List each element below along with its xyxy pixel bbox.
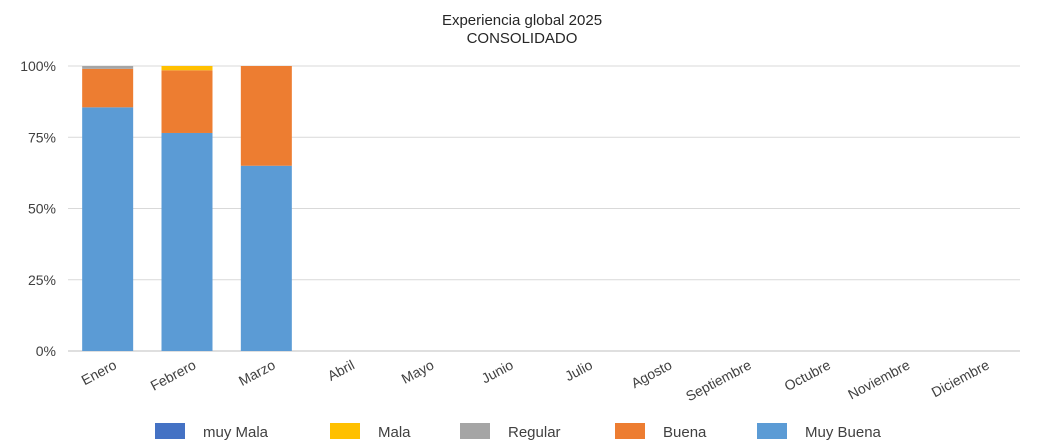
legend-swatch (330, 423, 360, 439)
y-tick-label: 50% (28, 201, 56, 217)
bar-segment-muy-buena (82, 107, 134, 351)
x-tick-label: Julio (562, 356, 595, 384)
x-tick-label: Septiembre (683, 356, 754, 404)
legend-label: Mala (378, 424, 411, 441)
legend-swatch (460, 423, 490, 439)
x-axis-ticks: Enero Febrero Marzo Abril Mayo Junio Julio Agos… (79, 356, 992, 404)
bar-segment-muy-buena (240, 165, 292, 351)
legend-item: Mala (330, 423, 411, 441)
bar-segment-muy-buena (161, 132, 213, 351)
gridlines (68, 65, 1020, 352)
legend-label: Muy Buena (805, 424, 882, 441)
y-axis-ticks: 0% 25% 50% 75% 100% (20, 58, 56, 359)
bars (82, 66, 292, 351)
legend-label: muy Mala (203, 424, 269, 441)
legend-item: Regular (460, 423, 561, 441)
x-tick-label: Mayo (399, 356, 437, 386)
x-tick-label: Enero (79, 356, 120, 388)
legend-item: muy Mala (155, 423, 269, 441)
legend-item: Buena (615, 423, 707, 441)
legend: muy Mala Mala Regular Buena Muy Buena (155, 423, 882, 441)
y-tick-label: 75% (28, 129, 56, 145)
legend-label: Regular (508, 424, 561, 441)
bar-segment-buena (240, 66, 292, 166)
y-tick-label: 100% (20, 58, 56, 74)
legend-item: Muy Buena (757, 423, 882, 441)
legend-label: Buena (663, 424, 707, 441)
y-tick-label: 25% (28, 272, 56, 288)
bar-segment-mala (161, 66, 213, 71)
legend-swatch (757, 423, 787, 439)
legend-swatch (155, 423, 185, 439)
x-tick-label: Agosto (628, 356, 674, 391)
x-tick-label: Octubre (782, 356, 834, 394)
x-tick-label: Marzo (236, 356, 278, 388)
bar-segment-buena (82, 68, 134, 108)
bar-segment-regular (82, 66, 134, 69)
chart-title: Experiencia global 2025 (442, 12, 602, 29)
legend-swatch (615, 423, 645, 439)
x-tick-label: Noviembre (845, 356, 912, 402)
chart-subtitle: CONSOLIDADO (467, 30, 578, 47)
y-tick-label: 0% (36, 343, 56, 359)
x-tick-label: Diciembre (929, 356, 992, 400)
x-tick-label: Junio (479, 356, 516, 386)
bar-segment-buena (161, 70, 213, 133)
x-tick-label: Abril (325, 357, 357, 384)
x-tick-label: Febrero (148, 356, 199, 393)
